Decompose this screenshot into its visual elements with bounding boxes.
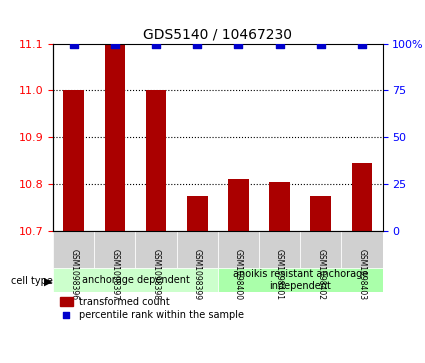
Bar [228,179,249,231]
FancyBboxPatch shape [53,231,94,268]
Text: cell type: cell type [11,276,53,286]
Bar [351,163,372,231]
Title: GDS5140 / 10467230: GDS5140 / 10467230 [143,27,292,41]
Point [111,41,118,46]
Text: GSM1098397: GSM1098397 [110,249,119,301]
Point [317,41,324,46]
Bar [146,90,166,231]
Point [153,41,159,46]
Point [63,313,70,318]
Point [276,41,283,46]
Text: GSM1098399: GSM1098399 [193,249,202,301]
Bar [105,34,125,231]
Text: transformed count: transformed count [79,297,170,307]
Text: GSM1098401: GSM1098401 [275,249,284,301]
FancyBboxPatch shape [300,231,341,268]
Text: GSM1098403: GSM1098403 [357,249,366,301]
Bar [60,297,73,306]
FancyBboxPatch shape [341,231,382,268]
FancyBboxPatch shape [53,268,218,292]
Point [194,41,201,46]
FancyBboxPatch shape [259,231,300,268]
FancyBboxPatch shape [94,231,136,268]
FancyBboxPatch shape [136,231,177,268]
Point [235,41,242,46]
Text: GSM1098396: GSM1098396 [69,249,78,301]
FancyBboxPatch shape [177,231,218,268]
Text: percentile rank within the sample: percentile rank within the sample [79,310,244,321]
Bar [310,196,331,231]
Text: ▶: ▶ [43,276,52,286]
Point [359,41,366,46]
Bar [187,196,207,231]
Text: GSM1098398: GSM1098398 [152,249,161,301]
Text: GSM1098400: GSM1098400 [234,249,243,301]
FancyBboxPatch shape [218,231,259,268]
FancyBboxPatch shape [218,268,382,292]
Text: anoikis resistant anchorage
independent: anoikis resistant anchorage independent [232,269,368,291]
Bar [269,182,290,231]
Bar [63,90,84,231]
Text: GSM1098402: GSM1098402 [316,249,325,301]
Point [70,41,77,46]
Text: anchorage dependent: anchorage dependent [82,275,190,285]
